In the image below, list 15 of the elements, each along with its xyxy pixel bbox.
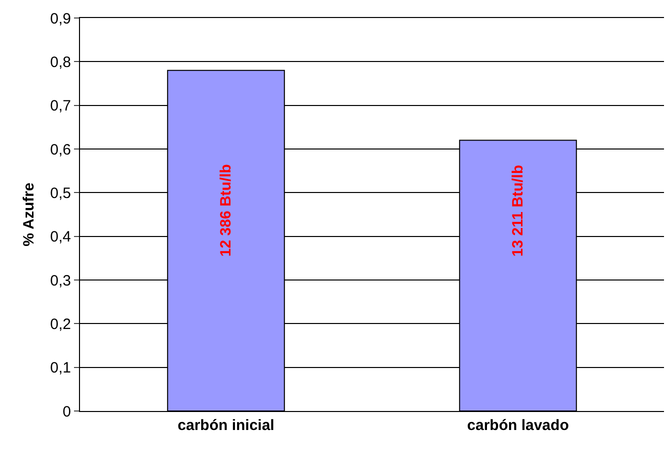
- x-tick-label: carbón inicial: [178, 417, 274, 434]
- annotation: 13 211 Btu/lb: [509, 164, 526, 257]
- y-axis-title: % Azufre: [20, 182, 38, 246]
- y-tick-label: 0,4: [50, 228, 71, 246]
- y-tick-label: 0,9: [50, 10, 71, 28]
- y-tick-label: 0,8: [50, 54, 71, 71]
- y-tick-label: 0,2: [50, 316, 71, 333]
- y-tick-label: 0,1: [50, 360, 71, 377]
- x-tick-label: carbón lavado: [467, 417, 569, 434]
- y-tick-label: 0,3: [50, 272, 71, 290]
- y-tick-label: 0,5: [50, 184, 71, 202]
- y-tick-label: 0: [62, 403, 71, 420]
- y-tick-label: 0,7: [50, 98, 71, 115]
- y-tick-label: 0,6: [50, 141, 71, 158]
- annotation: 12 386 Btu/lb: [217, 164, 234, 257]
